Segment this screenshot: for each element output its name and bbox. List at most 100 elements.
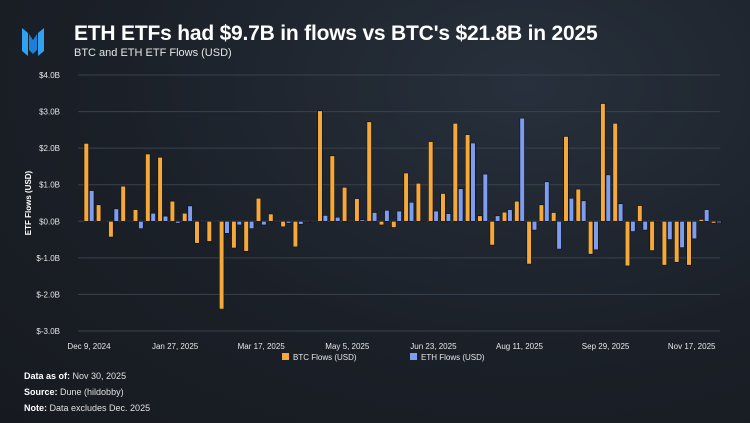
eth-bar xyxy=(433,210,439,222)
eth-bar xyxy=(347,220,353,223)
eth-bar xyxy=(150,212,156,222)
y-tick-label: $1.0B xyxy=(39,181,60,190)
btc-bar xyxy=(428,141,434,222)
eth-bar xyxy=(89,190,95,222)
eth-bar xyxy=(519,117,525,222)
btc-bar xyxy=(96,204,102,222)
eth-bar xyxy=(531,220,538,231)
footer-source: Source: Dune (hildobby) xyxy=(24,387,124,397)
x-tick-label: Dec 9, 2024 xyxy=(67,342,111,351)
chart-title: ETH ETFs had $9.7B in flows vs BTC's $21… xyxy=(74,22,598,45)
btc-bar xyxy=(305,220,311,223)
btc-bar xyxy=(182,212,188,222)
btc-bar xyxy=(341,186,348,222)
eth-bar xyxy=(359,219,365,222)
y-tick-label: $4.0B xyxy=(39,71,60,80)
y-axis-label: ETF Flows (USD) xyxy=(24,170,33,235)
eth-bar xyxy=(667,220,673,240)
eth-bar xyxy=(642,220,648,231)
eth-bar xyxy=(126,220,132,223)
eth-bar xyxy=(704,209,710,222)
eth-bar xyxy=(507,209,513,222)
btc-bar xyxy=(526,220,532,265)
btc-bar xyxy=(452,122,458,222)
eth-bar xyxy=(470,142,476,222)
btc-bar xyxy=(477,215,483,222)
btc-bar xyxy=(108,220,114,238)
footer-data-as-of: Data as of: Nov 30, 2025 xyxy=(24,371,127,381)
btc-bar xyxy=(391,220,397,228)
btc-bar xyxy=(354,198,360,222)
eth-bar xyxy=(273,220,279,223)
eth-bar xyxy=(630,220,636,232)
btc-bar xyxy=(132,209,139,222)
eth-bar xyxy=(224,220,230,234)
eth-bar xyxy=(175,220,181,224)
btc-bar xyxy=(600,103,606,222)
btc-bar xyxy=(710,220,717,224)
btc-bar xyxy=(403,172,409,222)
btc-bar xyxy=(674,220,680,263)
x-tick-label: Mar 17, 2025 xyxy=(238,342,286,351)
eth-bar xyxy=(494,215,501,222)
y-tick-label: $0.0B xyxy=(39,217,60,226)
eth-bar xyxy=(396,210,402,222)
eth-bar xyxy=(654,220,661,223)
legend-btc-swatch xyxy=(282,353,289,360)
btc-bar xyxy=(514,200,520,222)
eth-bar xyxy=(236,220,242,226)
btc-bar xyxy=(194,220,200,244)
btc-bar xyxy=(169,200,176,222)
eth-bar xyxy=(371,212,378,222)
eth-bar xyxy=(716,220,722,224)
eth-bar xyxy=(298,220,304,225)
y-tick-label: $-2.0B xyxy=(36,290,60,299)
btc-bar xyxy=(440,193,446,222)
btc-bar xyxy=(243,220,249,252)
eth-bar xyxy=(581,200,587,222)
eth-bar xyxy=(679,220,685,248)
btc-bar xyxy=(206,220,212,242)
eth-bar xyxy=(384,210,390,222)
btc-bar xyxy=(612,122,618,222)
eth-bar xyxy=(310,220,316,223)
eth-bar xyxy=(285,220,292,224)
eth-bar xyxy=(101,220,107,222)
eth-bar xyxy=(138,220,144,229)
x-tick-label: Sep 29, 2025 xyxy=(582,342,630,351)
eth-bar xyxy=(113,208,119,222)
eth-bar xyxy=(482,173,488,222)
btc-bar xyxy=(366,121,372,222)
btc-bar xyxy=(661,220,667,266)
eth-bar xyxy=(199,220,206,223)
eth-bar xyxy=(261,220,267,226)
btc-bar xyxy=(563,136,569,222)
legend-btc-label: BTC Flows (USD) xyxy=(293,353,357,362)
eth-bar xyxy=(249,220,255,229)
btc-bar xyxy=(378,220,385,226)
eth-bar xyxy=(335,216,341,222)
eth-bar xyxy=(691,220,697,240)
x-tick-label: Nov 17, 2025 xyxy=(668,342,716,351)
btc-bar xyxy=(489,220,495,246)
btc-bar xyxy=(120,185,126,222)
btc-bar xyxy=(698,219,704,222)
y-tick-label: $-3.0B xyxy=(36,327,60,336)
y-tick-label: $-1.0B xyxy=(36,254,60,263)
eth-bar xyxy=(556,220,562,250)
eth-bar xyxy=(187,205,193,222)
btc-bar xyxy=(587,220,594,255)
eth-bar xyxy=(212,220,218,223)
x-tick-label: Jun 23, 2025 xyxy=(410,342,457,351)
y-tick-label: $3.0B xyxy=(39,108,60,117)
btc-bar xyxy=(686,220,692,266)
eth-bar xyxy=(593,220,599,251)
eth-bar xyxy=(568,197,574,222)
btc-bar xyxy=(145,153,151,222)
btc-bar xyxy=(83,143,89,222)
eth-bar xyxy=(617,203,624,222)
btc-bar xyxy=(317,110,323,222)
x-tick-label: Aug 11, 2025 xyxy=(496,342,544,351)
btc-bar xyxy=(280,220,286,228)
